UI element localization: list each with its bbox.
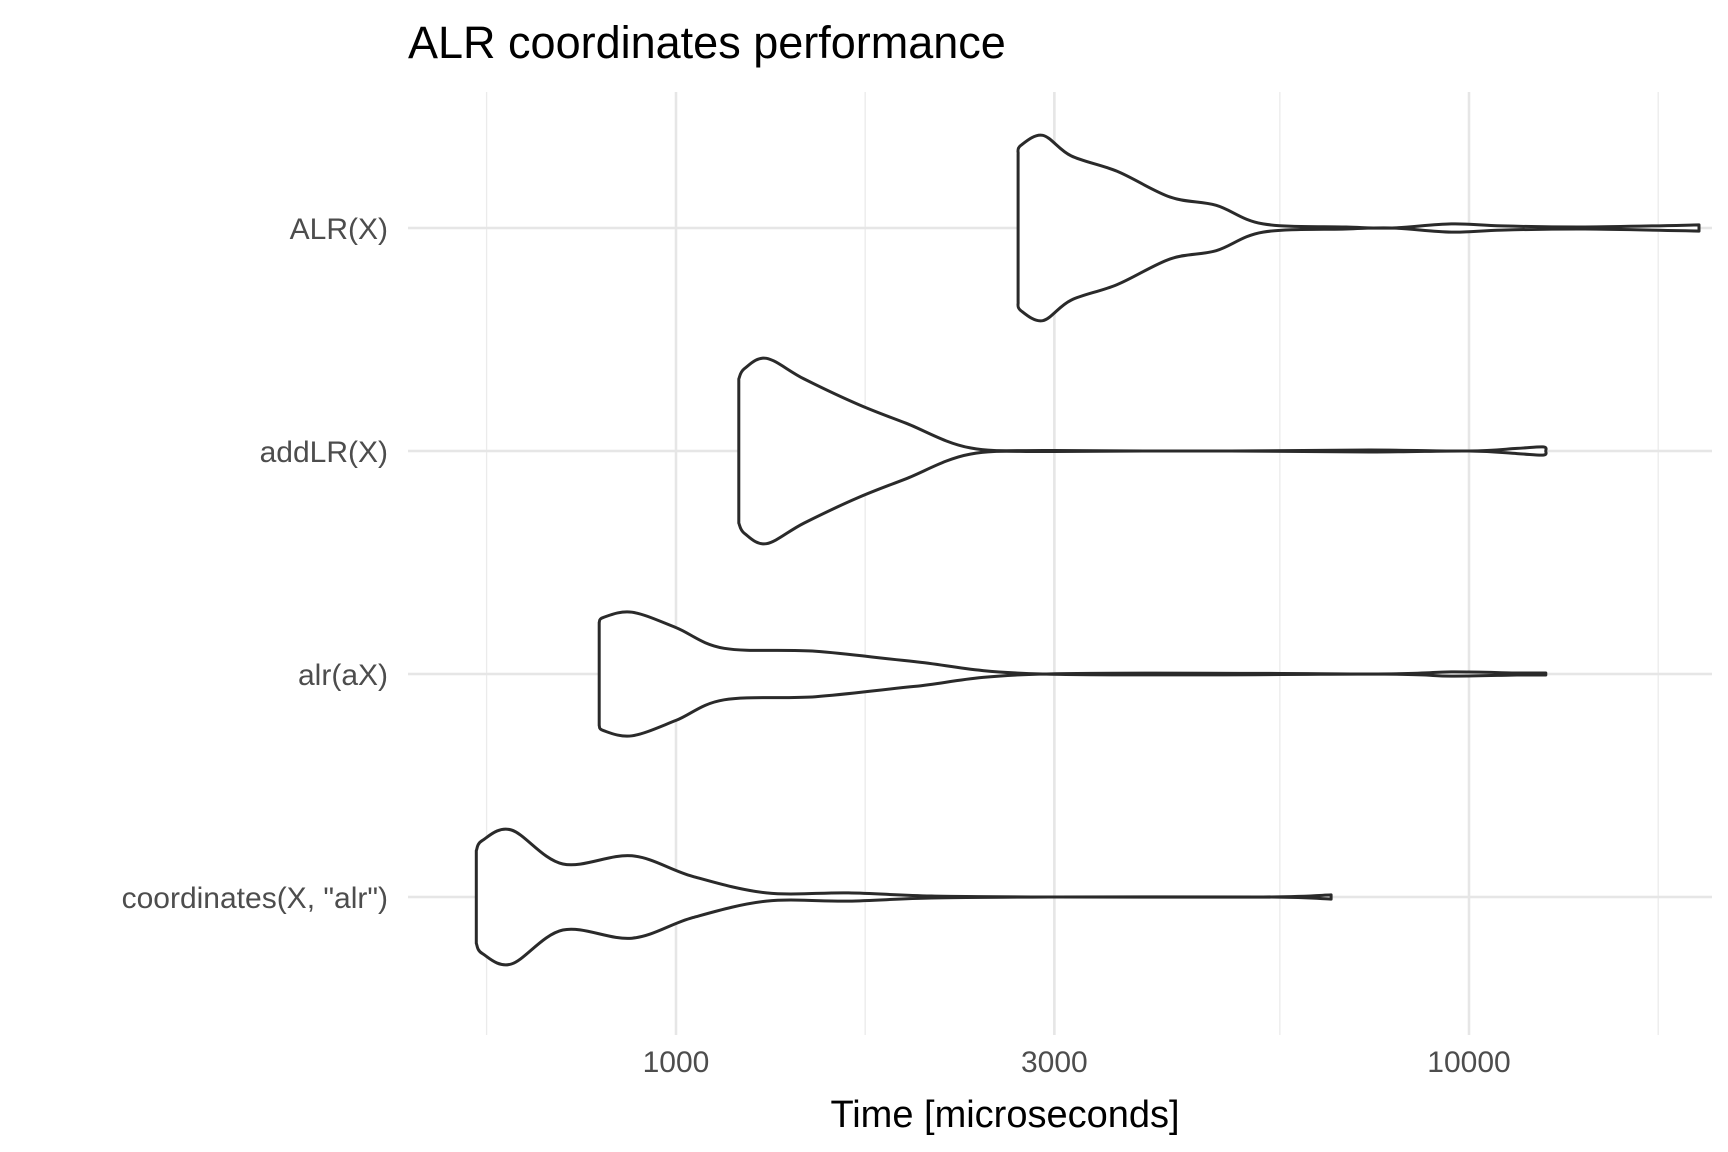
x-tick-label: 1000: [643, 1046, 710, 1079]
violin-3: [474, 827, 1333, 967]
y-tick-label: ALR(X): [290, 213, 388, 246]
y-axis-tick-labels: ALR(X) addLR(X) alr(aX) coordinates(X, "alr…: [122, 213, 388, 915]
x-axis-tick-labels: 1000 3000 10000: [643, 1046, 1511, 1079]
x-axis-label: Time [microseconds]: [830, 1094, 1179, 1136]
y-tick-label: addLR(X): [260, 436, 388, 469]
chart-title: ALR coordinates performance: [408, 17, 1006, 68]
x-tick-label: 3000: [1021, 1046, 1088, 1079]
violin-1: [737, 356, 1548, 546]
violins: [474, 133, 1701, 967]
y-tick-label: alr(aX): [298, 659, 388, 692]
violin-0: [1016, 133, 1701, 323]
x-tick-label: 10000: [1427, 1046, 1510, 1079]
y-tick-label: coordinates(X, "alr"): [122, 882, 388, 915]
violin-2: [597, 610, 1548, 738]
